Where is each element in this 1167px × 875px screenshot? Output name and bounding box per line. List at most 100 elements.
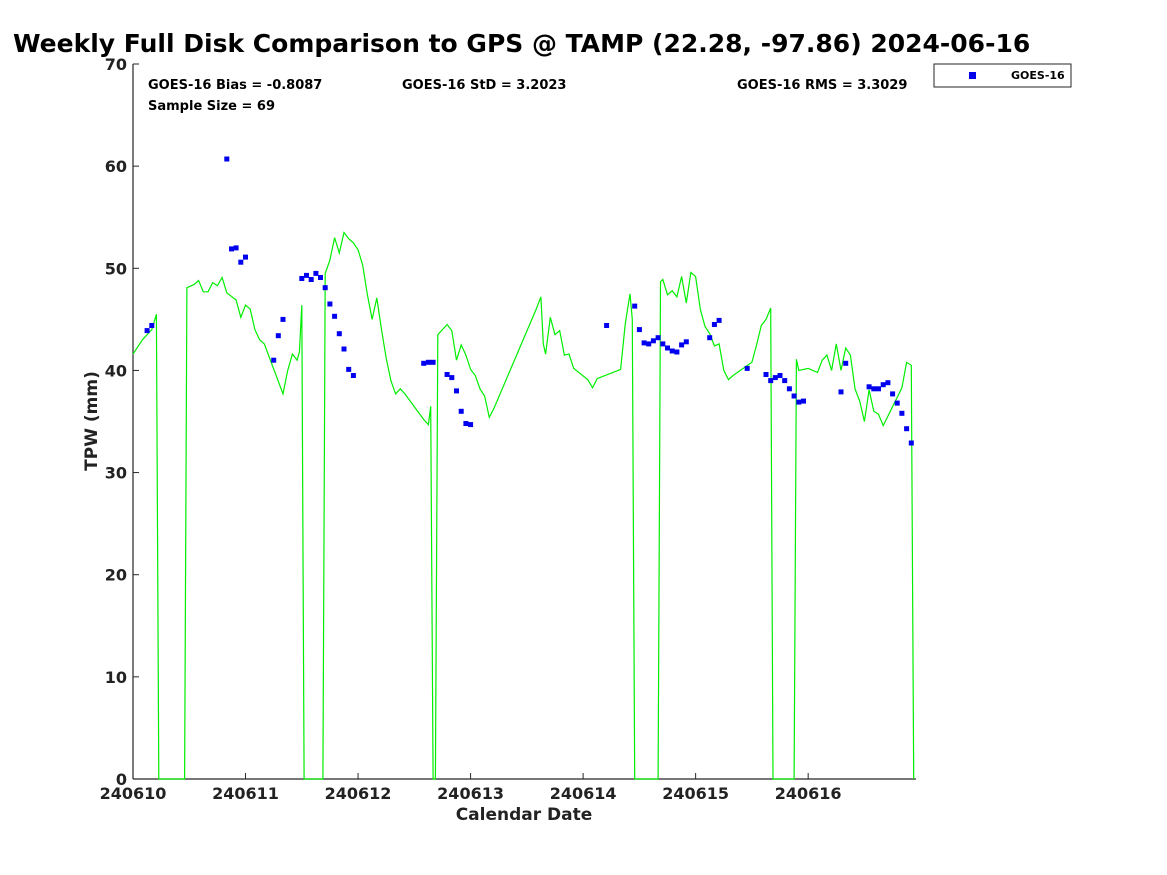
- goes16-point: [350, 373, 356, 378]
- goes16-point: [669, 348, 675, 354]
- goes16-point: [641, 340, 647, 346]
- x-tick-label: 240612: [325, 784, 392, 803]
- plot-area: 0 10 20 30 40 50 60 70 240610 240611 240612 240613…: [100, 55, 916, 803]
- goes16-point: [421, 360, 427, 366]
- y-tick-label: 0: [116, 770, 127, 789]
- goes16-point: [768, 378, 774, 384]
- goes16-point: [458, 408, 464, 414]
- y-tick-label: 20: [105, 566, 127, 585]
- goes16-point: [468, 422, 474, 428]
- goes16-point: [674, 349, 680, 355]
- goes16-point: [707, 335, 713, 341]
- goes16-point: [304, 272, 309, 278]
- goes16-point: [224, 156, 230, 162]
- legend-box: [933, 63, 1072, 88]
- chart-title: Weekly Full Disk Comparison to GPS @ TAM…: [13, 29, 1030, 58]
- goes16-point: [604, 323, 610, 328]
- goes16-point: [908, 440, 914, 446]
- goes16-point: [430, 359, 436, 365]
- goes16-point: [636, 327, 642, 333]
- y-ticks: 0 10 20 30 40 50 60 70: [105, 55, 139, 789]
- legend-marker-goes16: [969, 72, 976, 79]
- goes16-point: [866, 384, 872, 390]
- goes16-point: [894, 400, 900, 406]
- x-tick-label: 240615: [662, 784, 729, 803]
- goes16-point: [454, 388, 459, 394]
- goes16-point: [871, 386, 877, 392]
- goes16-point: [885, 380, 891, 386]
- goes16-point: [341, 346, 347, 352]
- goes16-point: [665, 345, 670, 351]
- goes16-point: [777, 373, 783, 378]
- goes16-point: [449, 375, 455, 381]
- y-tick-label: 10: [105, 668, 127, 687]
- stat-std: GOES-16 StD = 3.2023: [402, 78, 566, 93]
- y-tick-label: 50: [105, 259, 127, 278]
- goes16-point: [238, 259, 244, 265]
- goes16-point: [876, 386, 881, 392]
- goes16-point: [772, 375, 778, 381]
- goes16-point: [275, 333, 281, 339]
- goes16-point: [463, 421, 469, 426]
- goes16-point: [796, 399, 802, 405]
- goes16-point: [904, 426, 910, 432]
- goes16-point: [346, 366, 352, 372]
- x-tick-label: 240613: [437, 784, 504, 803]
- goes16-point: [791, 393, 797, 399]
- goes16-point: [801, 398, 806, 404]
- goes16-point: [679, 342, 685, 348]
- legend: GOES-16: [933, 63, 1072, 88]
- goes16-point: [716, 317, 722, 323]
- goes16-point: [299, 276, 305, 281]
- series-layer: [132, 156, 915, 780]
- y-axis-label: TPW (mm): [82, 371, 102, 471]
- goes16-point: [838, 389, 844, 395]
- x-tick-label: 240614: [550, 784, 617, 803]
- goes16-point: [149, 323, 155, 328]
- y-tick-label: 40: [105, 361, 127, 380]
- goes16-point: [880, 382, 886, 388]
- goes16-point: [313, 270, 319, 276]
- y-tick-label: 70: [105, 55, 127, 74]
- goes16-point: [322, 285, 328, 291]
- goes16-point: [336, 331, 342, 337]
- goes16-point: [425, 359, 431, 365]
- goes16-point: [683, 339, 689, 345]
- stat-rms: GOES-16 RMS = 3.3029: [737, 78, 907, 93]
- x-axis-label: Calendar Date: [456, 805, 593, 825]
- goes16-point: [332, 313, 338, 319]
- goes16-point: [655, 335, 661, 341]
- x-tick-label: 240616: [775, 784, 842, 803]
- goes16-point: [318, 275, 323, 280]
- goes16-point: [843, 360, 849, 366]
- goes16-point: [271, 357, 277, 363]
- goes16-point: [782, 378, 788, 384]
- goes16-point: [650, 338, 656, 344]
- stat-bias: GOES-16 Bias = -0.8087: [148, 78, 322, 93]
- goes16-point: [233, 245, 239, 251]
- goes16-point: [327, 301, 333, 307]
- gps-tpw-line: [132, 231, 915, 780]
- goes16-point: [646, 341, 652, 347]
- x-ticks: 240610 240611 240612 240613 240614 240615 2406…: [100, 773, 842, 803]
- goes16-point: [660, 341, 666, 347]
- goes16-point: [144, 328, 150, 334]
- goes16-point: [308, 277, 314, 282]
- x-tick-label: 240610: [100, 784, 167, 803]
- goes16-point: [243, 254, 248, 260]
- goes16-point: [444, 372, 450, 377]
- goes16-point: [229, 246, 234, 252]
- goes16-point: [763, 372, 769, 377]
- goes16-point: [899, 410, 905, 416]
- goes16-point: [711, 322, 717, 327]
- stat-sample-size: Sample Size = 69: [148, 99, 275, 114]
- goes16-point: [280, 316, 286, 322]
- goes16-point: [890, 391, 896, 397]
- goes16-point: [786, 386, 792, 392]
- y-tick-label: 60: [105, 157, 127, 176]
- goes16-point: [744, 365, 750, 371]
- y-tick-label: 30: [105, 464, 127, 483]
- x-tick-label: 240611: [212, 784, 279, 803]
- goes16-point: [632, 303, 638, 309]
